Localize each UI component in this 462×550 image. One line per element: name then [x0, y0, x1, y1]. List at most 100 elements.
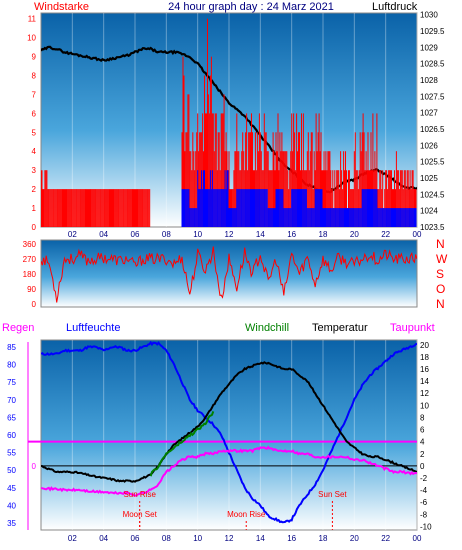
wind-direction-plot-area [40, 239, 418, 308]
x3-tick-label-8: 18 [319, 534, 328, 543]
temperature-plot-area [40, 339, 418, 531]
direction-label-0: N [436, 237, 445, 251]
wind-tick-label-5: 5 [32, 128, 37, 137]
legend-dewpoint: Taupunkt [390, 322, 435, 334]
pressure-tick-label-12: 1029.5 [420, 27, 445, 36]
temperature-tick-label-13: 16 [420, 365, 429, 374]
pressure-axis-title: Luftdruck [372, 1, 418, 13]
humidity-tick-label-5: 60 [7, 431, 16, 440]
x3-tick-label-6: 14 [256, 534, 265, 543]
temperature-tick-label-5: 0 [420, 462, 425, 471]
event-label-1: Moon Set [123, 510, 158, 519]
temperature-tick-label-3: -4 [420, 486, 428, 495]
humidity-tick-label-10: 85 [7, 343, 16, 352]
x3-tick-label-7: 16 [287, 534, 296, 543]
direction-tick-label-1: 90 [27, 285, 36, 294]
temperature-tick-label-1: -8 [420, 510, 428, 519]
x-tick-label-11: 00 [413, 230, 422, 239]
temperature-tick-label-11: 12 [420, 389, 429, 398]
x-tick-label-0: 02 [68, 230, 77, 239]
pressure-tick-label-2: 1024.5 [420, 190, 445, 199]
temperature-tick-label-10: 10 [420, 401, 429, 410]
wind-direction-line [41, 246, 417, 303]
humidity-tick-label-4: 55 [7, 449, 16, 458]
pressure-tick-label-11: 1029 [420, 43, 438, 52]
x-tick-label-2: 06 [131, 230, 140, 239]
humidity-tick-label-0: 35 [7, 519, 16, 528]
x3-tick-label-4: 10 [193, 534, 202, 543]
x-tick-label-8: 18 [319, 230, 328, 239]
direction-tick-label-4: 360 [23, 240, 37, 249]
pressure-tick-label-3: 1025 [420, 174, 438, 183]
pressure-tick-label-4: 1025.5 [420, 158, 445, 167]
x-tick-label-9: 20 [350, 230, 359, 239]
wind-tick-label-1: 1 [32, 204, 37, 213]
wind-tick-label-6: 6 [32, 109, 37, 118]
event-label-2: Moon Rise [227, 510, 266, 519]
direction-label-4: N [436, 297, 445, 311]
series-line-taupunkt [41, 445, 417, 497]
direction-tick-label-0: 0 [32, 300, 37, 309]
event-label-3: Sun Set [318, 490, 347, 499]
wind-tick-label-10: 10 [27, 34, 36, 43]
direction-label-3: O [436, 282, 445, 296]
temperature-tick-label-7: 4 [420, 438, 425, 447]
x3-tick-label-11: 00 [413, 534, 422, 543]
series-line-windchill [149, 411, 215, 477]
temperature-tick-label-9: 8 [420, 413, 425, 422]
legend-temperature: Temperatur [312, 322, 368, 334]
humidity-tick-label-3: 50 [7, 466, 16, 475]
event-label-0: Sun Rise [123, 490, 156, 499]
pressure-tick-label-0: 1023.5 [420, 223, 445, 232]
temperature-tick-label-8: 6 [420, 426, 425, 435]
x3-tick-label-2: 06 [131, 534, 140, 543]
wind-tick-label-3: 3 [32, 166, 37, 175]
humidity-axis-title: Luftfeuchte [66, 322, 120, 334]
x-tick-label-10: 22 [381, 230, 390, 239]
x-tick-label-7: 16 [287, 230, 296, 239]
wind-tick-label-4: 4 [32, 147, 37, 156]
rain-axis-title: Regen [2, 322, 34, 334]
pressure-tick-label-10: 1028.5 [420, 60, 445, 69]
chart-title: 24 hour graph day : 24 Marz 2021 [168, 1, 334, 13]
temperature-tick-label-0: -10 [420, 522, 432, 531]
pressure-tick-label-6: 1026.5 [420, 125, 445, 134]
series-line-temperatur [41, 361, 417, 483]
humidity-tick-label-9: 80 [7, 361, 16, 370]
wind-direction-plot [41, 246, 417, 303]
legend-windchill: Windchill [245, 322, 289, 334]
temperature-tick-label-4: -2 [420, 474, 428, 483]
x3-tick-label-3: 08 [162, 534, 171, 543]
x-tick-label-5: 12 [225, 230, 234, 239]
temperature-tick-label-6: 2 [420, 450, 425, 459]
pressure-tick-label-9: 1028 [420, 76, 438, 85]
pressure-tick-label-5: 1026 [420, 141, 438, 150]
humidity-tick-label-2: 45 [7, 484, 16, 493]
rain-marker-label: 0 [32, 462, 37, 471]
wind-tick-label-8: 8 [32, 71, 37, 80]
pressure-tick-label-8: 1027.5 [420, 92, 445, 101]
pressure-tick-label-7: 1027 [420, 109, 438, 118]
direction-tick-label-2: 180 [23, 270, 37, 279]
humidity-tick-label-6: 65 [7, 413, 16, 422]
astro-events: Sun Rise Moon Set Moon Rise Sun Set [123, 490, 347, 530]
wind-axis-title: Windstarke [34, 1, 89, 13]
x-tick-label-3: 08 [162, 230, 171, 239]
temperature-axes: 35404550556065707580850-10-8-6-4-2024681… [7, 340, 432, 543]
pressure-tick-label-13: 1030 [420, 11, 438, 20]
temperature-tick-label-15: 20 [420, 341, 429, 350]
wind-tick-label-7: 7 [32, 90, 37, 99]
temperature-tick-label-12: 14 [420, 377, 429, 386]
wind-tick-label-9: 9 [32, 53, 37, 62]
wind-pressure-plot [41, 18, 417, 227]
wind-tick-label-2: 2 [32, 185, 37, 194]
x3-tick-label-0: 02 [68, 534, 77, 543]
temperature-tick-label-14: 18 [420, 353, 429, 362]
temperature-tick-label-2: -6 [420, 498, 428, 507]
x-tick-label-6: 14 [256, 230, 265, 239]
wind-tick-label-11: 11 [28, 15, 37, 24]
wind-tick-label-0: 0 [32, 223, 37, 232]
direction-label-2: S [436, 267, 444, 281]
